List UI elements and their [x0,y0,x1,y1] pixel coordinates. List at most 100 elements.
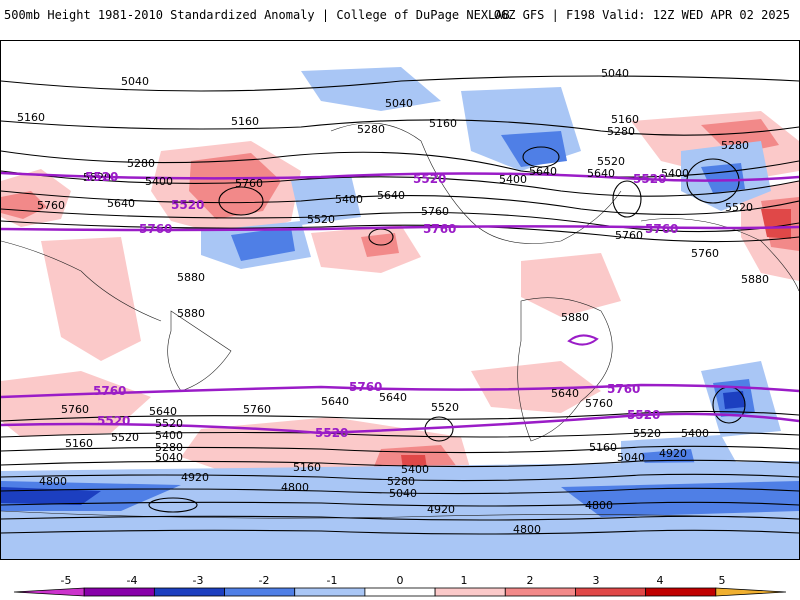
height-label: 5280 [127,157,155,170]
height-label: 5880 [177,307,205,320]
colorbar-bin [83,587,155,597]
height-label: 5760 [421,205,449,218]
height-label: 5640 [321,395,349,408]
colorbar-tick-label: -5 [61,574,72,587]
model-run-info: 06Z GFS | F198 Valid: 12Z WED APR 02 202… [493,8,790,22]
contour-5280-nh [1,150,799,178]
height-label: 5400 [681,427,709,440]
contour-closed-high-central-pacific [368,228,394,246]
colorbar-ticks: -5 -4 -3 -2 -1 0 1 2 3 4 5 [61,574,726,587]
reference-contours [1,171,799,435]
reference-label: 5520 [627,408,660,422]
contour-5040-nh [1,75,799,92]
neg-anom-peak-south-indian [723,391,745,409]
reference-label: 5520 [413,172,446,186]
height-label: 5640 [529,165,557,178]
height-label: 5160 [293,461,321,474]
colorbar-bin [645,587,717,597]
contour-5760-nh [1,220,799,243]
pos-anom-region-tropical-atlantic [521,253,621,317]
colorbar-tick-label: 5 [719,574,726,587]
colorbar-tick-label: -4 [127,574,138,587]
chart-title: 500mb Height 1981-2010 Standardized Anom… [4,8,510,22]
height-label: 5760 [691,247,719,260]
height-label: 4920 [181,471,209,484]
pos-anom-region-indian-ocean [41,237,141,361]
reference-label: 5760 [139,222,172,236]
map-canvas: 5040 5040 5040 5160 5160 5160 5160 5280 … [1,67,799,559]
colorbar-bin [715,587,787,597]
height-contours [1,75,799,535]
height-label: 5520 [155,417,183,430]
contour-closed-low-atlantic [612,180,642,218]
height-label: 5760 [37,199,65,212]
height-label: 5280 [721,139,749,152]
reference-label: 5760 [349,380,382,394]
height-label: 5040 [617,451,645,464]
contour-4800-sh [1,529,799,535]
colorbar-tick-label: -2 [259,574,270,587]
neg-anom-region-antarctica [1,461,799,559]
contour-5520-sh [1,445,799,454]
neg-anom-peak-antarctica-west [1,487,101,505]
height-label: 5760 [61,403,89,416]
height-label: 4800 [513,523,541,536]
height-label: 4800 [281,481,309,494]
ref-contour-5880-small-loop [567,334,599,346]
reference-label: 5520 [171,198,204,212]
coastlines [1,122,799,520]
height-label: 5160 [65,437,93,450]
reference-label: 5760 [93,384,126,398]
contour-5400-sh [1,459,799,468]
colorbar-tick-label: 3 [593,574,600,587]
height-label: 5760 [235,177,263,190]
pos-anom-region-south-indian [1,371,151,437]
colorbar-bin [364,587,436,597]
neg-anom-core-canada [501,131,567,167]
height-label: 4800 [39,475,67,488]
reference-labels-nh: 5520 5520 5520 5520 5760 5760 5760 [85,170,678,236]
height-label: 5640 [379,391,407,404]
ref-contour-5760-sh [1,383,799,399]
contour-5760-sh [1,410,799,422]
reference-label: 5520 [97,414,130,428]
colorbar-bin [434,587,506,597]
height-label: 5640 [587,167,615,180]
height-label: 5520 [597,155,625,168]
reference-label: 5760 [423,222,456,236]
anomaly-colorbar: -5 -4 -3 -2 -1 0 1 2 3 4 5 [13,574,787,597]
height-label: 5520 [83,171,111,184]
colorbar-tick-label: 2 [527,574,534,587]
contour-5280-sh [1,473,799,482]
colorbar-bin [294,587,366,597]
pos-anom-core-eurasia-west [1,191,47,219]
height-label: 5160 [231,115,259,128]
contour-5040-sh [1,501,799,507]
anomaly-shading [1,67,799,559]
height-label: 5400 [145,175,173,188]
colorbar-tick-label: -3 [193,574,204,587]
height-label: 4920 [659,447,687,460]
height-label: 5760 [243,403,271,416]
colorbar-bin [504,587,576,597]
height-label: 5280 [155,441,183,454]
height-label: 5880 [561,311,589,324]
contour-closed-low-southern-ocean [148,497,198,513]
coast-south-america [517,297,613,442]
height-label: 5880 [177,271,205,284]
contour-5400-nh [1,170,799,197]
height-label: 5520 [725,201,753,214]
height-label: 5160 [611,113,639,126]
colorbar-tick-label: -1 [327,574,338,587]
colorbar-tick-label: 4 [657,574,664,587]
contour-5160-nh [1,119,799,136]
reference-label: 5520 [633,172,666,186]
colorbar-bin [13,587,85,597]
height-label: 5760 [615,229,643,242]
height-label: 5640 [149,405,177,418]
height-labels: 5040 5040 5040 5160 5160 5160 5160 5280 … [17,67,769,536]
height-label: 5040 [155,451,183,464]
height-label: 5760 [585,397,613,410]
height-label: 5040 [389,487,417,500]
height-labels-nh: 5040 5040 5040 5160 5160 5160 5160 5280 … [17,67,769,324]
